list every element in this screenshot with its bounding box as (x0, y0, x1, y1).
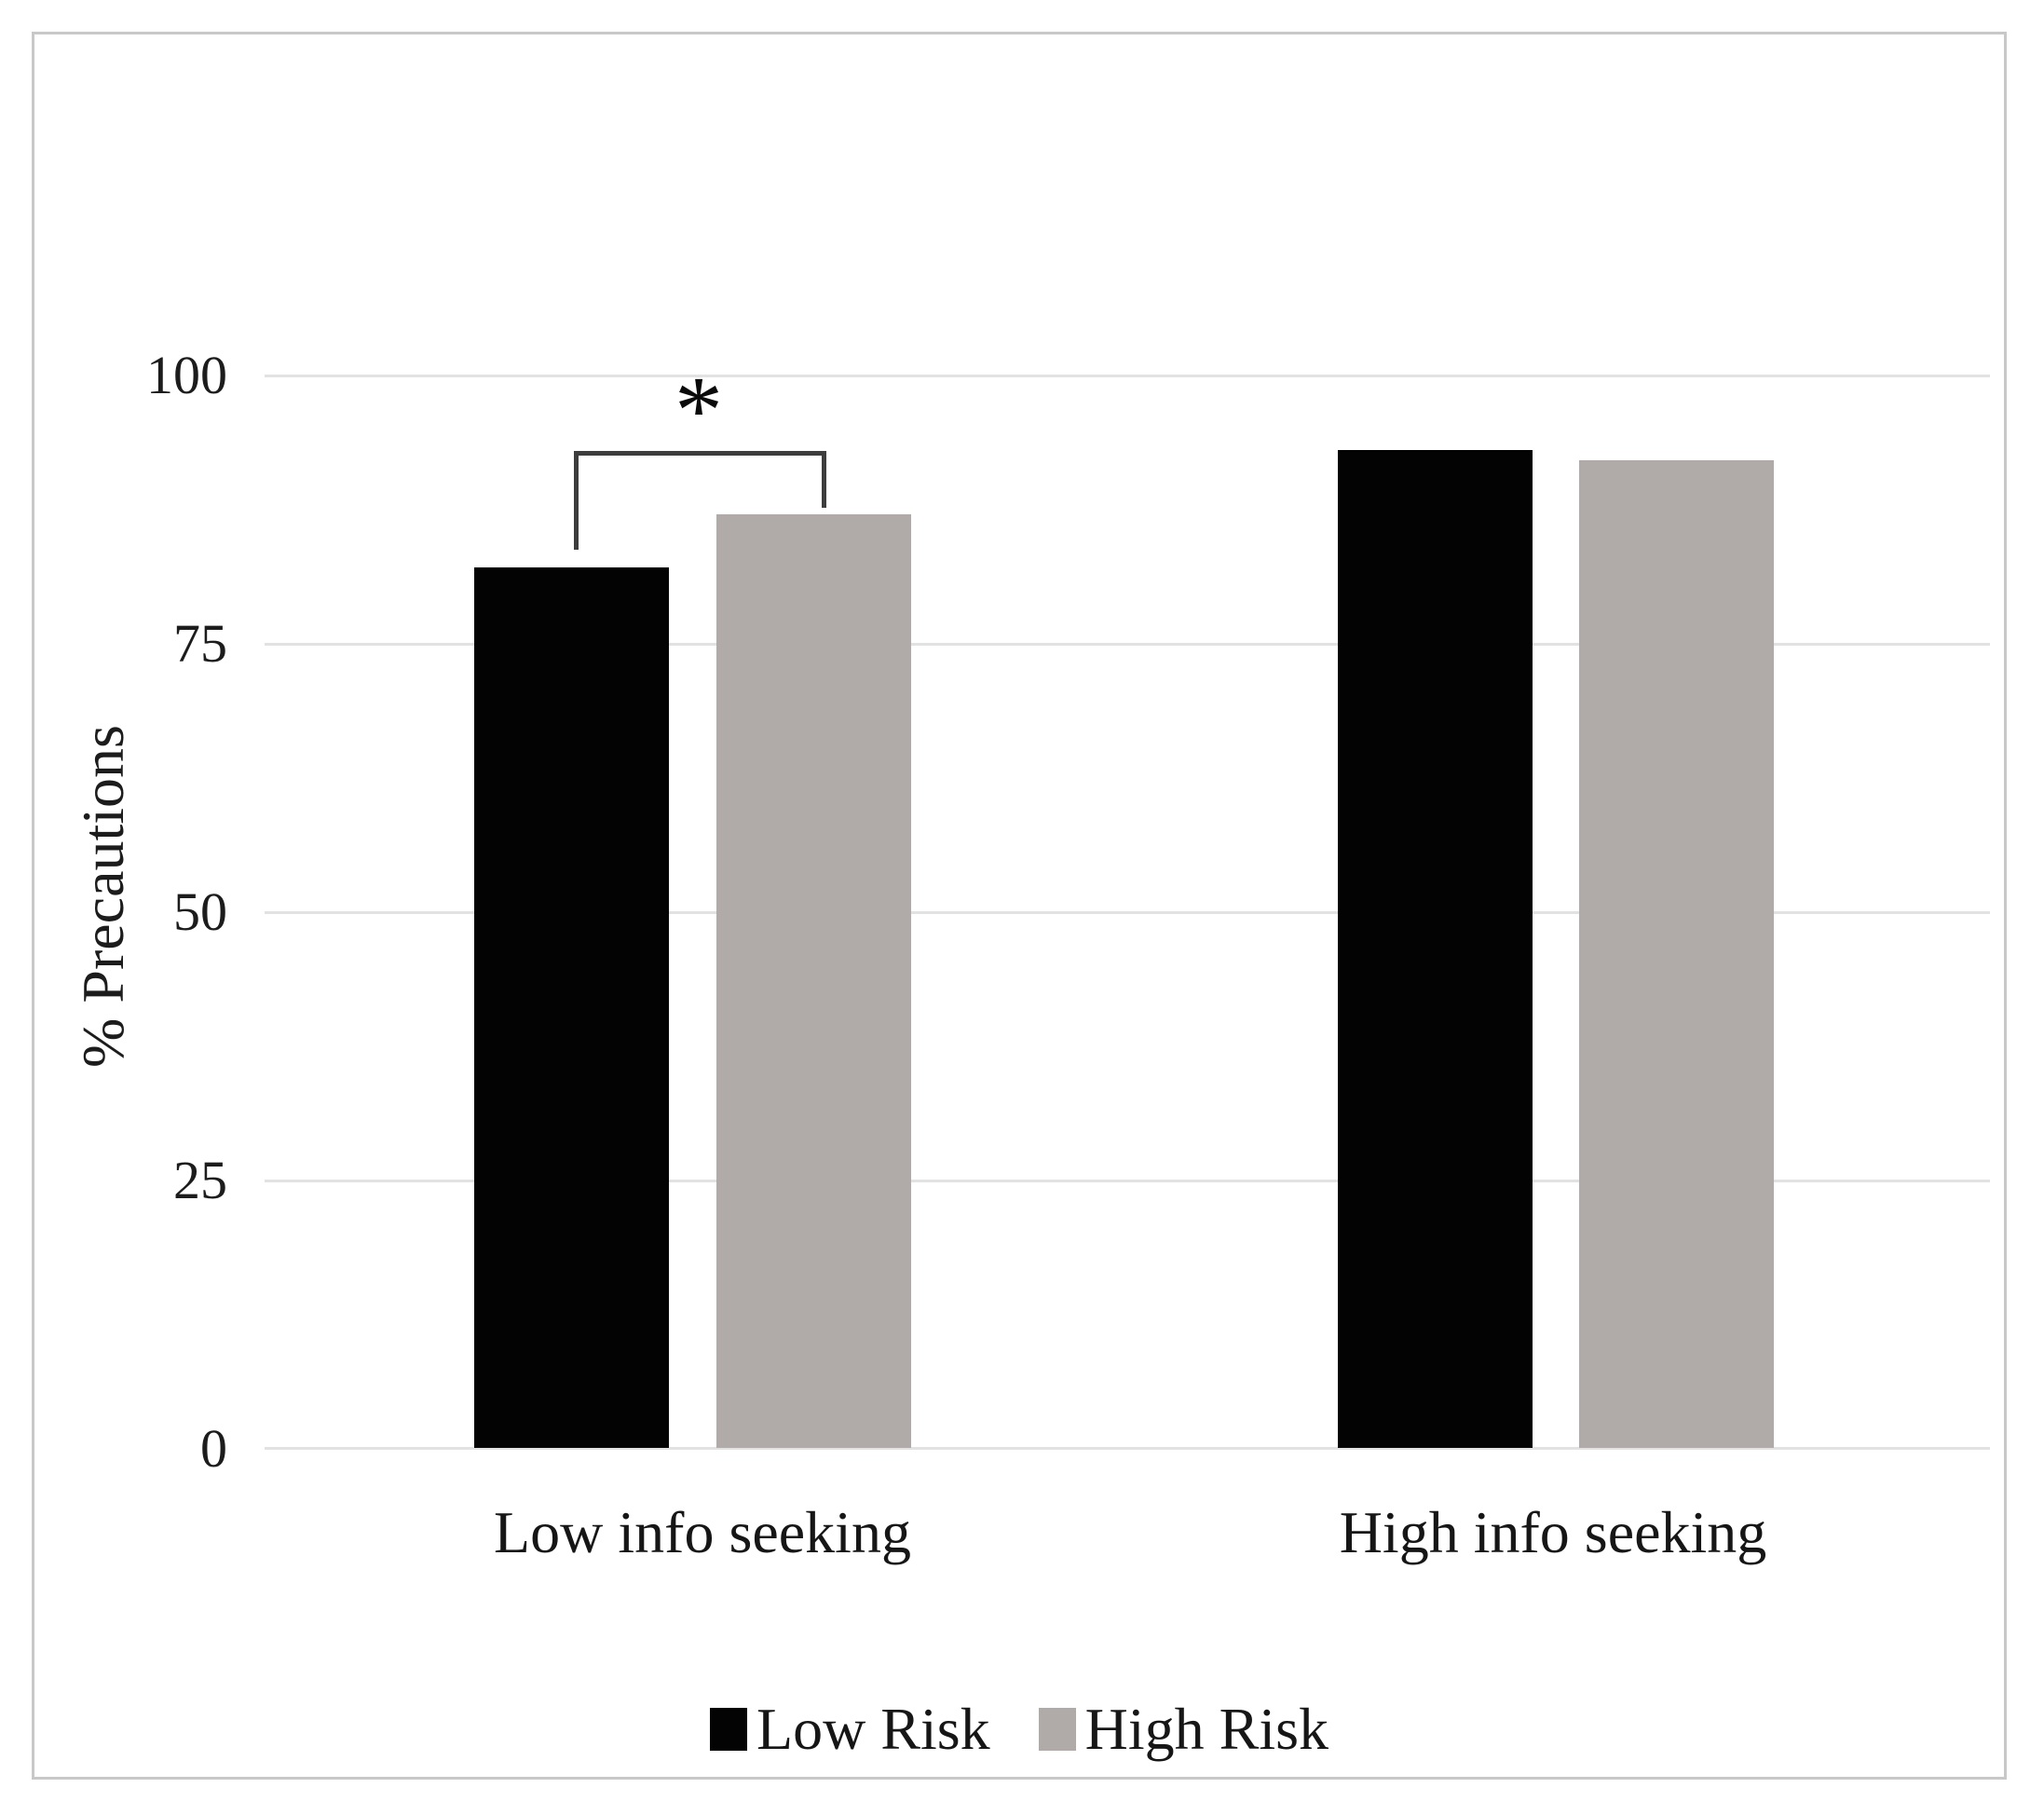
legend-label-high-risk: High Risk (1084, 1696, 1329, 1762)
legend-label-low-risk: Low Risk (756, 1696, 990, 1762)
y-tick-label: 100 (146, 345, 227, 405)
gridline-100 (265, 375, 1990, 377)
legend-swatch-high-risk (1038, 1708, 1076, 1751)
significance-asterisk: * (675, 357, 723, 464)
figure-frame: % Precautions 100 75 50 25 0 * Low info … (32, 32, 2007, 1780)
gridline-0 (265, 1447, 1990, 1450)
bar-high-info-high-risk (1579, 460, 1774, 1448)
gridline-50 (265, 911, 1990, 914)
y-tick-label: 50 (173, 881, 227, 942)
bar-low-info-high-risk (716, 513, 911, 1448)
legend-item-high-risk: High Risk (1038, 1695, 1329, 1764)
legend: Low Risk High Risk (34, 1695, 2004, 1764)
significance-bracket-right-leg (822, 451, 826, 508)
y-tick-label: 0 (200, 1418, 227, 1479)
category-label-high-info: High info seeking (1339, 1499, 1767, 1565)
legend-swatch-low-risk (709, 1708, 747, 1751)
category-label-low-info: Low info seeking (494, 1499, 911, 1565)
bar-high-info-low-risk (1338, 449, 1533, 1448)
significance-bracket-horizontal (574, 451, 826, 456)
plot-area (265, 375, 1990, 1450)
bar-low-info-low-risk (474, 567, 669, 1448)
y-tick-label: 75 (173, 613, 227, 674)
legend-item-low-risk: Low Risk (709, 1695, 990, 1764)
gridline-25 (265, 1180, 1990, 1182)
significance-bracket-left-leg (574, 451, 579, 550)
gridline-75 (265, 643, 1990, 646)
y-tick-label: 25 (173, 1150, 227, 1210)
